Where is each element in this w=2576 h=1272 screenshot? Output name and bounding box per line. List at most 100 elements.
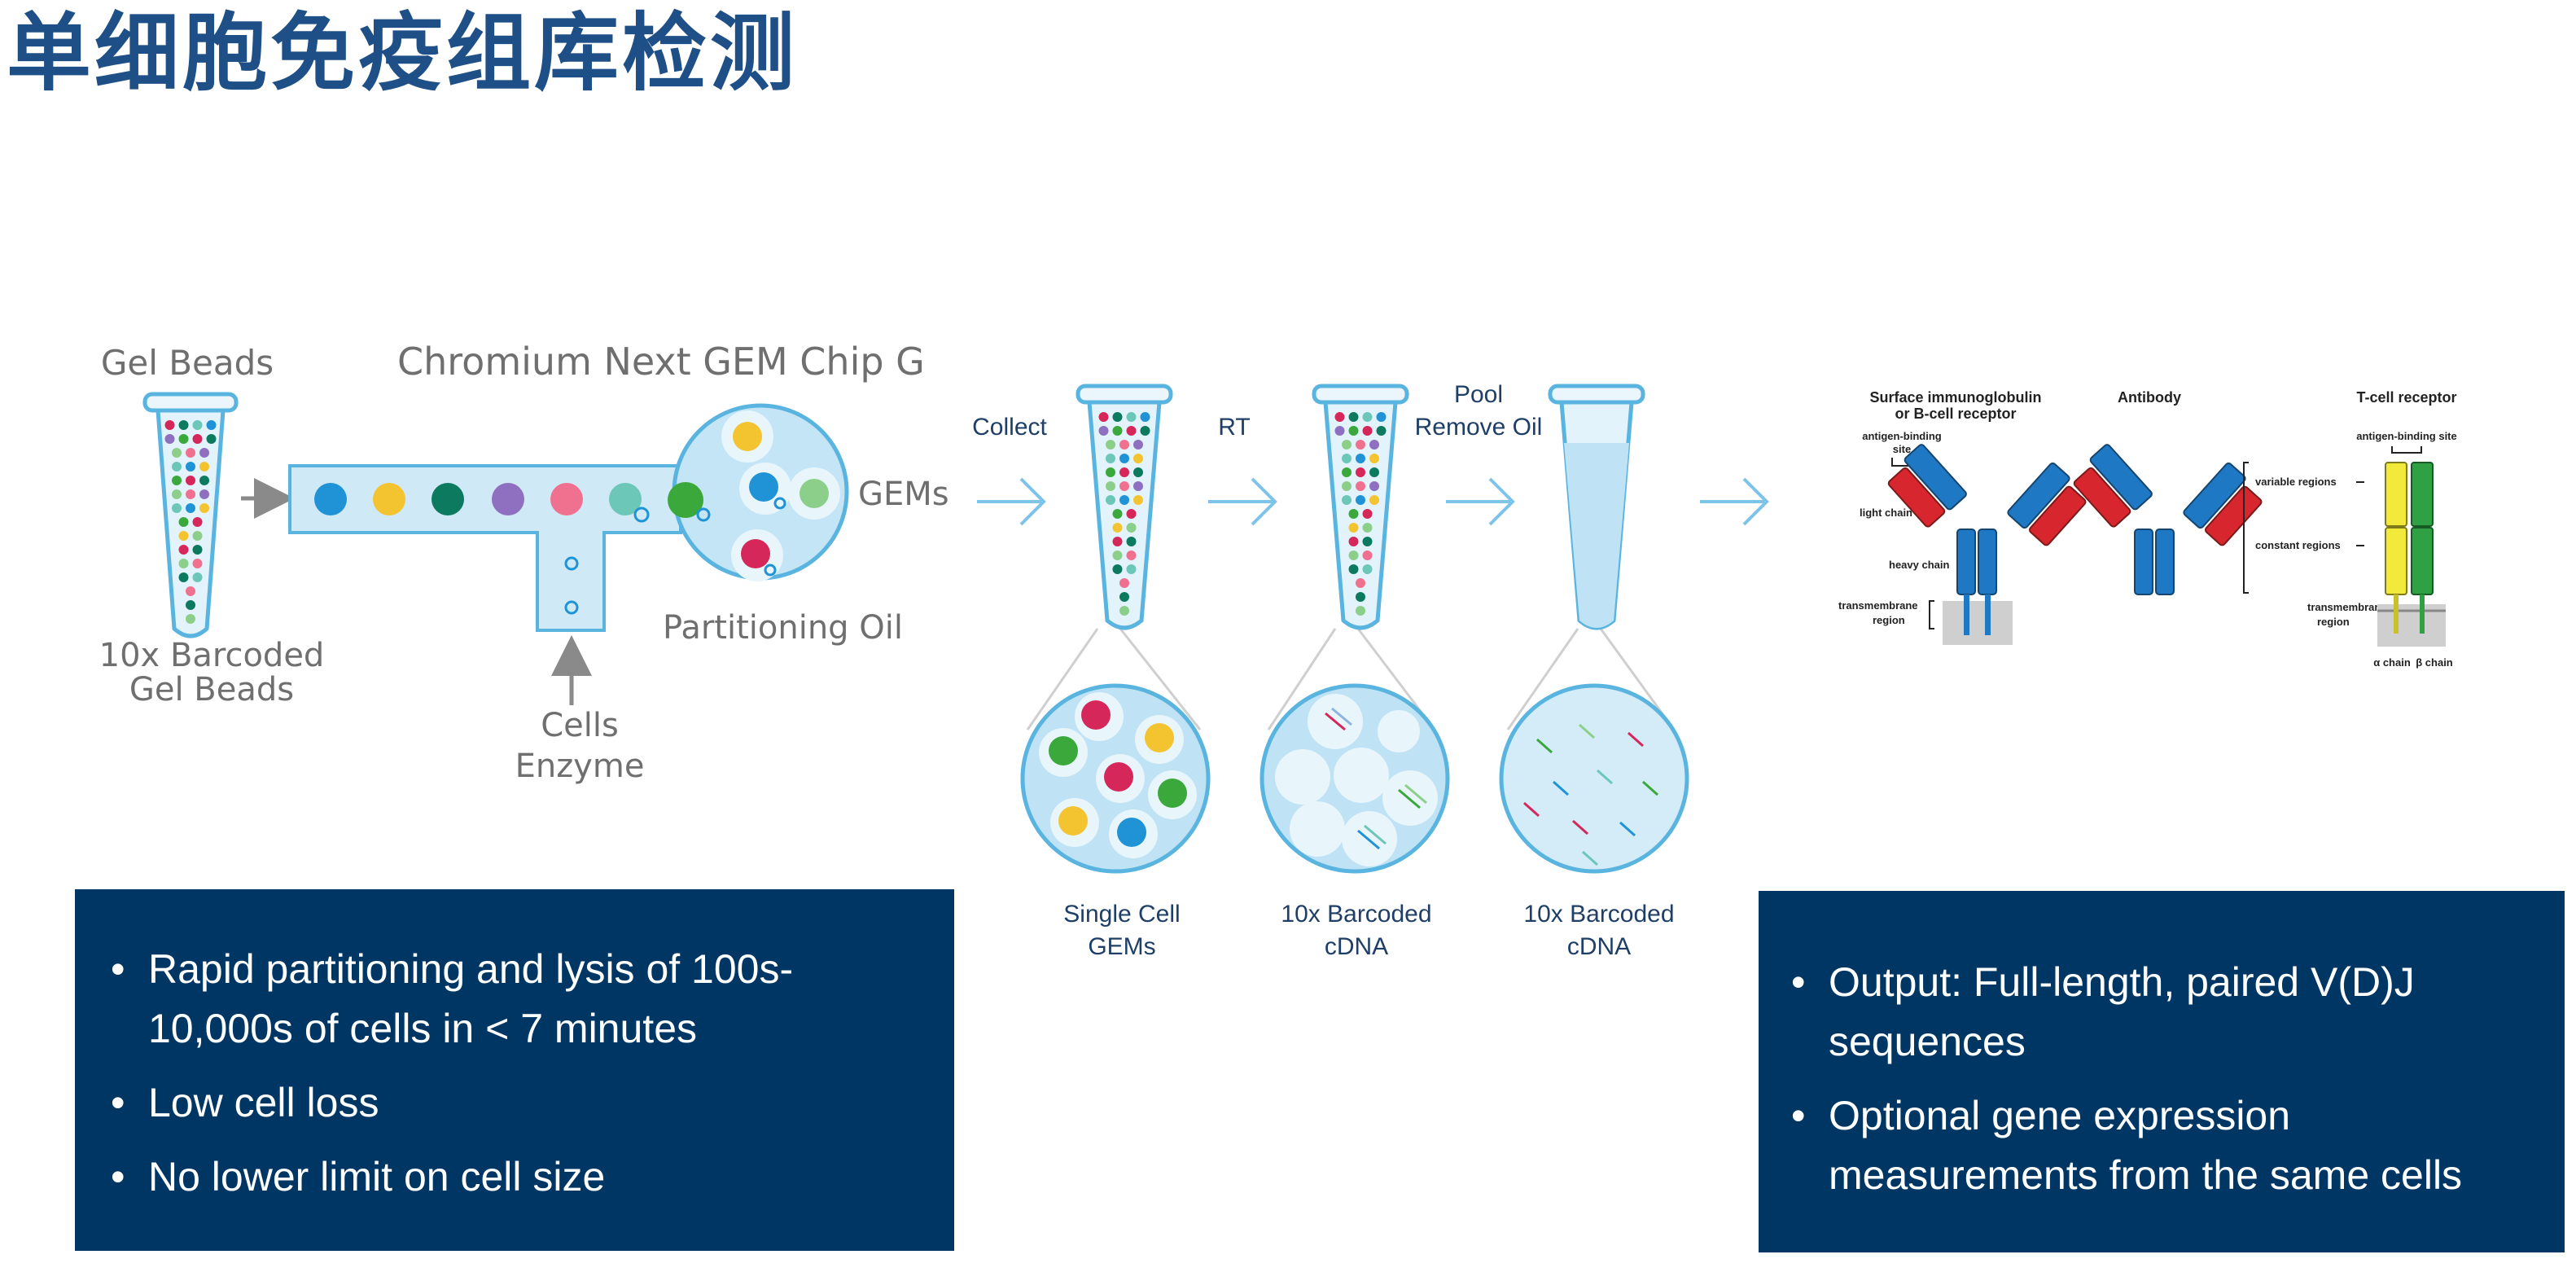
bead-dot [1362,509,1373,519]
bead-dot [1133,454,1143,463]
bead-dot [1098,426,1109,436]
bead-dot [164,420,175,430]
bead-dot [1356,606,1365,616]
tcr-diagram: T-cell receptor antigen-binding site var… [2243,389,2457,669]
svg-text:light chain: light chain [1860,507,1912,519]
bead-dot [178,545,189,555]
bead-dot [1112,564,1123,574]
svg-text:T-cell receptor: T-cell receptor [2356,389,2456,406]
bead-dot [1133,467,1143,477]
single-cell-gems-stage [1020,384,1211,874]
bead-dot [1119,440,1129,450]
bead-dot [1356,440,1365,450]
output-bullet-list: Output: Full-length, paired V(D)J sequen… [1791,953,2540,1205]
svg-text:region: region [2317,616,2350,628]
zoom-pooled-cdna [1499,683,1689,874]
bead-dot [172,476,182,485]
bead-dot [1342,481,1352,491]
bead-dot [1133,495,1143,505]
bead-dot [206,434,217,444]
svg-text:variable regions: variable regions [2255,476,2337,488]
flow-arrow [1700,477,1769,526]
bead-dot [192,434,203,444]
bead-dot [1356,578,1365,588]
bead-dot [1376,426,1387,436]
bead-dot [1126,426,1137,436]
bead [550,483,583,515]
bead-dot [172,462,182,472]
cdna-label-1b: cDNA [1325,933,1388,960]
bead-dot [1369,495,1379,505]
bead-dot [192,517,203,527]
flow-arrows [977,477,1769,526]
bead-dot [1376,412,1387,422]
flow-arrow [1208,477,1277,526]
svg-text:antigen-binding site: antigen-binding site [2356,430,2457,442]
bead-dot [1342,495,1352,505]
bullet-no-lower-limit: No lower limit on cell size [111,1147,922,1207]
bead-dot [1119,467,1129,477]
cells-label: Cells [541,707,619,744]
bead-dot [1106,495,1115,505]
bead-dot [1119,495,1129,505]
bead-dot [186,489,195,499]
bead-dot [1334,426,1345,436]
bead-dot [1119,578,1129,588]
bead-dot [1126,412,1137,422]
bullet-rapid-partitioning: Rapid partitioning and lysis of 100s- 10… [111,940,922,1059]
bead-dot [1126,509,1137,519]
bead [314,483,347,515]
svg-text:heavy chain: heavy chain [1889,559,1949,571]
bead-dot [1362,523,1373,533]
bead-dot [1356,467,1365,477]
bead-dot [1362,426,1373,436]
bead-dot [186,503,195,513]
bead-dot [186,586,195,596]
output-info-panel: Output: Full-length, paired V(D)J sequen… [1759,891,2565,1252]
bead-dot [1119,592,1129,602]
bead [492,483,524,515]
bead-dot [1369,454,1379,463]
bead-dot [178,572,189,582]
bead-dot [172,448,182,458]
bead-dot [1356,592,1365,602]
bead-dot [1126,523,1137,533]
bead-dot [1133,481,1143,491]
svg-text:site: site [1893,443,1911,455]
svg-text:or B-cell receptor: or B-cell receptor [1895,406,2016,422]
bead-dot [178,531,189,541]
bead-dot [1106,467,1115,477]
bead-dot [1348,564,1359,574]
bead-dot [1098,412,1109,422]
flow-arrow [977,477,1046,526]
bead-dot [1112,412,1123,422]
svg-text:region: region [1873,614,1905,626]
cdna-label-2: 10x Barcoded [1523,901,1674,928]
bead-dot [1126,537,1137,546]
bead-dot [1369,440,1379,450]
bead-dot [1348,509,1359,519]
bead-dot [192,559,203,568]
bead-dot [186,600,195,610]
remove-oil-label: Remove Oil [1415,414,1543,441]
enzyme-label: Enzyme [515,748,645,785]
bead-dot [1119,606,1129,616]
bead-dot [192,531,203,541]
gel-beads-tube [142,392,239,638]
svg-text:Antibody: Antibody [2118,389,2181,406]
bead-dot [186,614,195,624]
bead-dot [206,420,217,430]
barcoded-beads-label: 10x Barcoded [99,637,325,674]
single-cell-label: Single Cell [1063,901,1180,928]
bead-dot [1126,564,1137,574]
bead-dot [1140,412,1150,422]
bead-dot [164,434,175,444]
bead-dot [192,420,203,430]
bead-dot [186,462,195,472]
barcoded-cdna-stage [1260,384,1450,874]
bead-dot [1348,412,1359,422]
svg-text:Surface immunoglobulin: Surface immunoglobulin [1869,389,2041,406]
bead-dot [1334,412,1345,422]
bead-dot [1356,454,1365,463]
slide-title: 单细胞免疫组库检测 [7,3,799,103]
